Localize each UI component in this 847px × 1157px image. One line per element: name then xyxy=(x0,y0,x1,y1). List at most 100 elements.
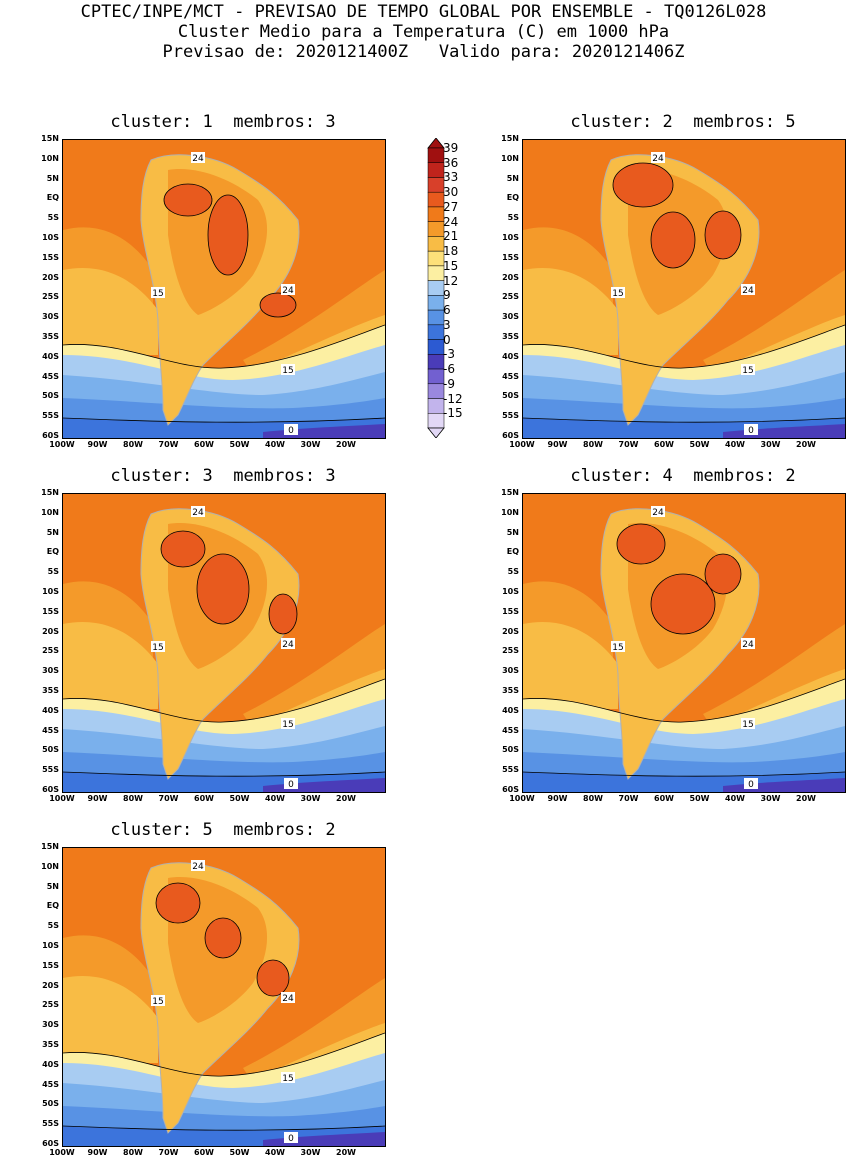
lat-tick-label: 60S xyxy=(42,785,59,794)
svg-text:24: 24 xyxy=(742,640,754,650)
lon-tick-label: 40W xyxy=(265,440,285,449)
contour-label: 24 xyxy=(741,638,755,650)
lat-tick-label: 15N xyxy=(501,134,519,143)
lon-tick-label: 50W xyxy=(689,440,710,449)
lon-tick-label: 90W xyxy=(87,440,108,449)
svg-text:24: 24 xyxy=(282,640,294,650)
lat-tick-label: 60S xyxy=(42,431,59,440)
panel-title: cluster: 1 membros: 3 xyxy=(110,112,336,132)
contour-label: 24 xyxy=(281,638,295,650)
lon-tick-label: 20W xyxy=(336,440,356,449)
lon-tick-label: 70W xyxy=(158,440,179,449)
lat-tick-label: 15N xyxy=(41,488,59,497)
svg-text:0: 0 xyxy=(748,780,754,790)
lat-tick-label: 5N xyxy=(46,527,59,537)
colorbar-label: 24 xyxy=(443,214,459,229)
contour-label: 0 xyxy=(284,1132,298,1144)
lat-tick-label: 40S xyxy=(42,351,59,361)
lat-tick-label: 45S xyxy=(502,725,519,735)
lat-tick-label: 40S xyxy=(502,705,519,715)
colorbar-label: 27 xyxy=(443,199,459,214)
lat-tick-label: 25S xyxy=(502,646,519,656)
contour-label: 15 xyxy=(151,641,165,653)
panel-title: cluster: 4 membros: 2 xyxy=(570,466,796,486)
colorbar-label: 21 xyxy=(443,229,459,244)
lat-tick-label: 15S xyxy=(42,606,59,616)
lat-tick-label: 20S xyxy=(42,272,59,282)
lon-tick-label: 90W xyxy=(547,440,568,449)
lon-tick-label: 100W xyxy=(509,440,535,449)
lon-tick-label: 80W xyxy=(123,794,143,803)
lon-tick-label: 50W xyxy=(229,1148,250,1157)
lat-tick-label: 30S xyxy=(502,312,519,322)
lat-tick-label: 25S xyxy=(42,292,59,302)
contour-label: 15 xyxy=(281,718,295,730)
colorbar-label: -3 xyxy=(443,347,455,362)
colorbar-swatch xyxy=(427,413,445,429)
lat-tick-label: 40S xyxy=(42,705,59,715)
lon-tick-label: 70W xyxy=(618,794,639,803)
colorbar-swatch xyxy=(427,206,445,222)
lat-tick-label: 60S xyxy=(502,785,519,794)
svg-text:15: 15 xyxy=(612,643,623,653)
svg-text:15: 15 xyxy=(152,289,163,299)
lat-tick-label: 60S xyxy=(42,1139,59,1148)
lat-tick-label: 10S xyxy=(42,941,59,950)
colorbar-swatch xyxy=(427,398,445,414)
lon-tick-label: 80W xyxy=(123,440,143,449)
lon-tick-label: 90W xyxy=(547,794,568,803)
lat-tick-label: 10S xyxy=(502,587,519,596)
lon-tick-label: 40W xyxy=(725,794,745,803)
lat-tick-label: 55S xyxy=(42,1119,59,1129)
lat-tick-label: 10N xyxy=(501,153,519,163)
lat-tick-label: 15S xyxy=(502,252,519,262)
lat-tick-label: 50S xyxy=(42,391,59,401)
colorbar-swatch xyxy=(427,162,445,178)
lon-tick-label: 80W xyxy=(583,794,603,803)
lon-tick-label: 30W xyxy=(300,794,321,803)
lat-tick-label: 35S xyxy=(42,1040,59,1049)
panel-title: cluster: 3 membros: 3 xyxy=(110,466,336,486)
lat-tick-label: 5S xyxy=(507,213,519,223)
lat-tick-label: 5N xyxy=(46,173,59,183)
lat-tick-label: 30S xyxy=(42,1020,59,1030)
colorbar-swatch xyxy=(427,354,445,370)
lat-tick-label: 25S xyxy=(42,1000,59,1010)
colorbar-swatch xyxy=(427,177,445,193)
colorbar-label: -6 xyxy=(443,362,455,377)
lat-tick-label: 35S xyxy=(502,332,519,341)
lat-tick-label: 55S xyxy=(42,411,59,421)
temperature-map: 24 24 15 15 0 xyxy=(522,493,846,793)
lon-tick-label: 100W xyxy=(49,794,75,803)
lat-tick-label: 15N xyxy=(41,842,59,851)
lat-tick-label: 15S xyxy=(502,606,519,616)
lat-tick-label: 5S xyxy=(47,921,59,931)
svg-text:15: 15 xyxy=(282,720,293,730)
svg-text:24: 24 xyxy=(652,508,664,518)
colorbar-label: 30 xyxy=(443,185,459,200)
lon-tick-label: 50W xyxy=(229,794,250,803)
lat-tick-label: 45S xyxy=(42,371,59,381)
lon-tick-label: 70W xyxy=(618,440,639,449)
lat-tick-label: 50S xyxy=(502,745,519,755)
contour-label: 24 xyxy=(191,152,205,164)
lat-tick-label: 50S xyxy=(502,391,519,401)
colorbar-swatch xyxy=(427,221,445,237)
svg-text:24: 24 xyxy=(742,286,754,296)
lat-tick-label: 20S xyxy=(42,626,59,636)
lat-tick-label: 20S xyxy=(502,272,519,282)
lat-tick-label: EQ xyxy=(46,547,59,557)
lat-tick-label: 5N xyxy=(46,881,59,891)
colorbar-label: 33 xyxy=(443,170,459,185)
colorbar-swatch xyxy=(427,147,445,163)
lat-tick-label: 15S xyxy=(42,960,59,970)
svg-text:15: 15 xyxy=(282,1074,293,1084)
panel-title: cluster: 2 membros: 5 xyxy=(570,112,796,132)
lon-tick-label: 20W xyxy=(336,794,356,803)
colorbar-swatch xyxy=(427,339,445,355)
contour-label: 15 xyxy=(151,287,165,299)
colorbar-label: 12 xyxy=(443,273,459,288)
svg-text:0: 0 xyxy=(288,780,294,790)
lon-tick-label: 90W xyxy=(87,1148,108,1157)
contour-label: 0 xyxy=(284,424,298,436)
